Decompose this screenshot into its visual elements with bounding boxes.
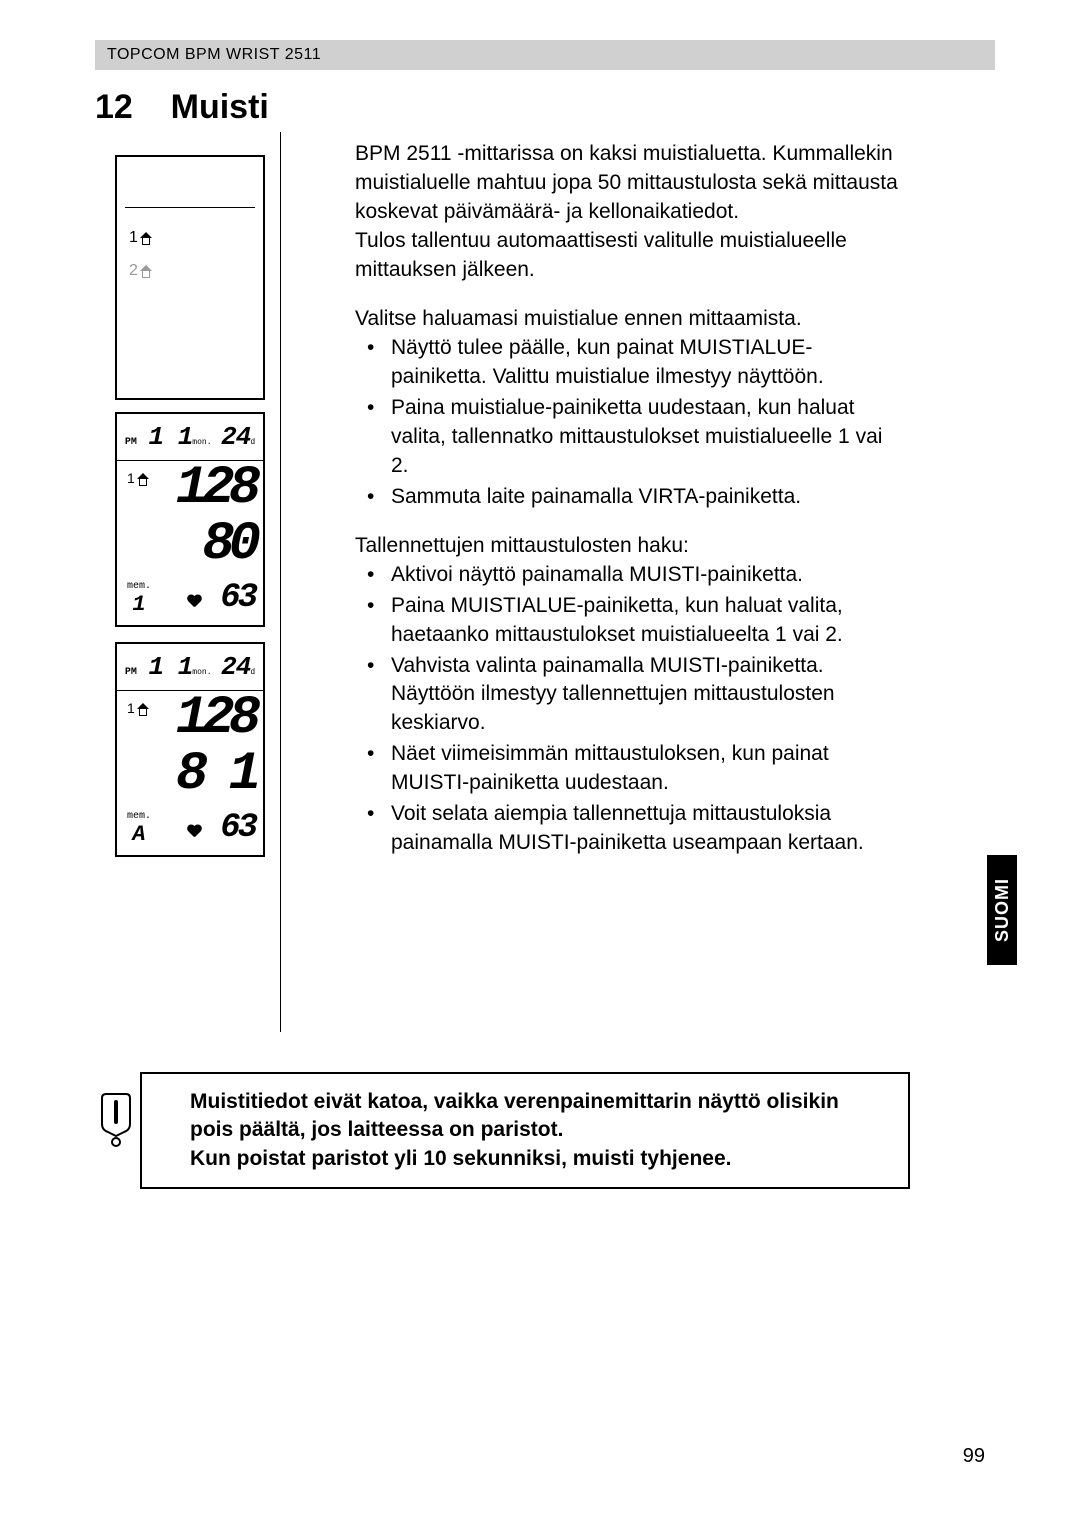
paragraph-recall: Tallennettujen mittaustulosten haku: Akt…: [355, 532, 900, 859]
mem-number: A: [127, 822, 151, 847]
house-icon: [137, 703, 149, 715]
lcd-divider: [125, 207, 255, 208]
zone-indicator: 1: [127, 700, 149, 716]
time-month: 1 1: [148, 652, 192, 682]
list-item: Paina muistialue-painiketta uudestaan, k…: [391, 394, 900, 481]
lcd-timestamp: PM 1 1mon. 24d: [117, 648, 263, 691]
list-item: Näyttö tulee päälle, kun painat MUISTIAL…: [391, 334, 900, 392]
zone-num: 1: [127, 700, 135, 716]
list-item: Vahvista valinta painamalla MUISTI-paini…: [391, 652, 900, 739]
para3-intro: Tallennettujen mittaustulosten haku:: [355, 532, 900, 561]
zone-indicator: 1: [127, 470, 149, 486]
heading-title: Muisti: [171, 88, 269, 126]
list-item: Näet viimeisimmän mittaustuloksen, kun p…: [391, 740, 900, 798]
systolic-value: 128: [176, 458, 255, 519]
zone-num: 1: [127, 470, 135, 486]
month-label: mon.: [192, 438, 211, 447]
mem-label: mem.: [127, 581, 151, 592]
list-item: Paina MUISTIALUE-painiketta, kun haluat …: [391, 592, 900, 650]
page-number: 99: [963, 1445, 985, 1468]
header-bar: TOPCOM BPM WRIST 2511: [95, 40, 995, 70]
list-item: Sammuta laite painamalla VIRTA-painikett…: [391, 483, 900, 512]
paragraph-zone-select: Valitse haluamasi muistialue ennen mitta…: [355, 305, 900, 512]
note-box: Muistitiedot eivät katoa, vaikka verenpa…: [140, 1072, 910, 1189]
body-text: BPM 2511 -mittarissa on kaksi muistialue…: [355, 140, 900, 878]
systolic-value: 128: [176, 688, 255, 749]
diastolic-value: 80: [202, 514, 255, 575]
para3-list: Aktivoi näyttö painamalla MUISTI-painike…: [355, 561, 900, 859]
lcd-reading-avg: PM 1 1mon. 24d 1 128 8 1 mem. A 63: [115, 642, 265, 857]
zone-1-label: 1: [129, 229, 138, 246]
mem-label: mem.: [127, 811, 151, 822]
pulse-value: 63: [220, 579, 255, 617]
lcd-zone-select: 1 2: [115, 155, 265, 400]
section-heading: 12 Muisti: [95, 88, 269, 127]
note-icon: [94, 1088, 138, 1148]
heart-icon: [187, 595, 201, 609]
day-label: d: [250, 668, 255, 677]
memory-indicator: mem. 1: [127, 581, 151, 617]
para2-list: Näyttö tulee päälle, kun painat MUISTIAL…: [355, 334, 900, 512]
pulse-value: 63: [220, 809, 255, 847]
pm-label: PM: [125, 667, 137, 678]
month-label: mon.: [192, 668, 211, 677]
lcd-timestamp: PM 1 1mon. 24d: [117, 418, 263, 461]
house-icon: [140, 232, 152, 244]
list-item: Aktivoi näyttö painamalla MUISTI-painike…: [391, 561, 900, 590]
list-item: Voit selata aiempia tallennettuja mittau…: [391, 800, 900, 858]
zone-2-indicator: 2: [129, 262, 152, 280]
house-icon: [137, 473, 149, 485]
zone-2-label: 2: [129, 262, 138, 279]
heading-number: 12: [95, 88, 133, 126]
language-tab: SUOMI: [987, 855, 1017, 965]
paragraph-intro: BPM 2511 -mittarissa on kaksi muistialue…: [355, 140, 900, 285]
diastolic-value: 8 1: [176, 744, 255, 805]
time-day: 24: [221, 652, 250, 682]
heart-icon: [187, 825, 201, 839]
memory-indicator: mem. A: [127, 811, 151, 847]
pm-label: PM: [125, 437, 137, 448]
zone-1-indicator: 1: [129, 229, 152, 247]
time-month: 1 1: [148, 422, 192, 452]
vertical-divider: [280, 132, 281, 1032]
day-label: d: [250, 438, 255, 447]
house-icon: [140, 265, 152, 277]
mem-number: 1: [127, 592, 151, 617]
lcd-reading-1: PM 1 1mon. 24d 1 128 80 mem. 1 63: [115, 412, 265, 627]
time-day: 24: [221, 422, 250, 452]
para2-intro: Valitse haluamasi muistialue ennen mitta…: [355, 305, 900, 334]
